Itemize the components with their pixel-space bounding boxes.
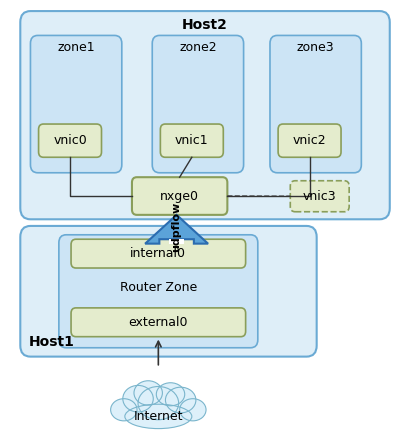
FancyBboxPatch shape — [20, 226, 316, 357]
Text: Router Zone: Router Zone — [119, 281, 196, 295]
Text: internal0: internal0 — [130, 247, 186, 260]
FancyBboxPatch shape — [71, 239, 245, 268]
Ellipse shape — [138, 386, 178, 420]
FancyBboxPatch shape — [269, 35, 360, 173]
Text: nxge0: nxge0 — [160, 190, 199, 202]
Polygon shape — [145, 215, 207, 244]
FancyBboxPatch shape — [277, 124, 340, 157]
Ellipse shape — [134, 381, 162, 405]
Text: Host2: Host2 — [182, 18, 227, 32]
FancyBboxPatch shape — [20, 11, 389, 219]
Polygon shape — [168, 239, 184, 244]
Text: vnic1: vnic1 — [175, 134, 208, 147]
FancyBboxPatch shape — [160, 124, 223, 157]
Text: zone1: zone1 — [57, 41, 95, 54]
Ellipse shape — [110, 399, 136, 421]
FancyBboxPatch shape — [38, 124, 101, 157]
Ellipse shape — [125, 404, 192, 429]
Ellipse shape — [156, 383, 184, 406]
FancyBboxPatch shape — [30, 35, 121, 173]
Text: Internet: Internet — [133, 410, 183, 423]
Ellipse shape — [165, 387, 195, 413]
Text: vnic3: vnic3 — [302, 190, 336, 203]
Text: Host1: Host1 — [28, 334, 74, 349]
Text: vnic0: vnic0 — [53, 134, 87, 147]
FancyBboxPatch shape — [290, 181, 348, 212]
Text: vnic2: vnic2 — [292, 134, 326, 147]
Text: external0: external0 — [128, 316, 188, 329]
Text: zone2: zone2 — [179, 41, 216, 54]
Text: zone3: zone3 — [296, 41, 334, 54]
FancyBboxPatch shape — [132, 177, 227, 215]
FancyBboxPatch shape — [59, 235, 257, 348]
Ellipse shape — [179, 399, 205, 421]
Text: udpflow: udpflow — [171, 202, 181, 252]
Ellipse shape — [122, 385, 153, 412]
FancyBboxPatch shape — [71, 308, 245, 337]
FancyBboxPatch shape — [152, 35, 243, 173]
